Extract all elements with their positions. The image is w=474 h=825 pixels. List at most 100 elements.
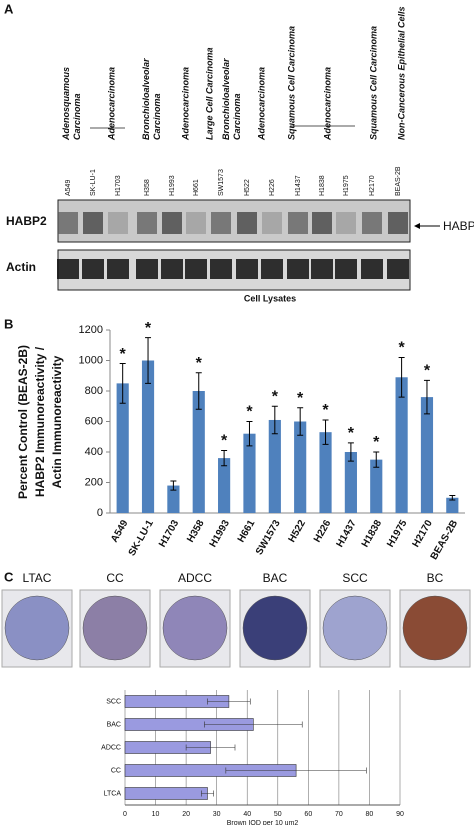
x-tick-label: H661 (236, 518, 258, 545)
x-tick-label: H1838 (360, 518, 384, 549)
blot-band (312, 212, 332, 234)
error-bar (246, 421, 253, 447)
blot-band (361, 259, 383, 279)
significance: * (297, 390, 304, 407)
tissue-core (4, 595, 70, 661)
x-tick-label: H2170 (411, 518, 435, 549)
x-tick-label: H522 (287, 518, 309, 545)
y-tick-label: 200 (85, 476, 103, 488)
bar (446, 497, 459, 513)
bar (370, 459, 383, 513)
bar (319, 432, 332, 513)
lane-label: H1838 (319, 175, 326, 196)
tissue-core (322, 595, 388, 661)
y-tick-label: LTCA (104, 790, 122, 797)
x-tick-label: 0 (123, 811, 127, 818)
blot-label: Actin (6, 260, 36, 274)
x-tick-label: 10 (152, 811, 160, 818)
bar (294, 421, 307, 513)
bar (344, 452, 357, 513)
blot-band (288, 212, 308, 234)
lane-label: H2170 (369, 175, 376, 196)
significance: * (221, 433, 228, 450)
error-bar (201, 790, 214, 797)
error-bar (145, 337, 152, 384)
histology-label: Carcinoma (152, 93, 162, 140)
bar (395, 377, 408, 513)
x-tick-label: SK-LU-1 (127, 518, 156, 558)
blot-band (57, 259, 79, 279)
blot-band (82, 259, 104, 279)
histology-label: Large Cell Carcinoma (204, 47, 214, 140)
tissue-core (162, 595, 228, 661)
significance: * (348, 425, 355, 442)
lane-label: H358 (144, 179, 151, 196)
error-bar (119, 363, 126, 404)
blot-band (83, 212, 103, 234)
tissue-core (402, 595, 468, 661)
significance: * (424, 363, 431, 380)
blot-band (387, 259, 409, 279)
x-tick-label: H1703 (157, 518, 181, 549)
error-bar (423, 379, 430, 415)
x-tick-label: 60 (304, 811, 312, 818)
blot-band (236, 259, 258, 279)
tissue-core (242, 595, 308, 661)
y-tick-label: ADCC (101, 744, 121, 751)
significance: * (246, 404, 253, 421)
significance: * (322, 402, 329, 419)
tissue-core (82, 595, 148, 661)
x-label: Cell Lysates (244, 293, 296, 303)
blot-band (58, 212, 78, 234)
histology-label: Carcinoma (72, 93, 82, 140)
y-tick-label: SCC (106, 698, 121, 705)
significance: * (196, 355, 203, 372)
bar (141, 360, 155, 513)
lane-label: H522 (244, 179, 251, 196)
error-bar (207, 698, 251, 705)
lane-label: H1975 (343, 175, 350, 196)
error-bar (398, 356, 405, 398)
tissue-images (1, 589, 471, 668)
bar (124, 787, 208, 800)
x-tick-label: 80 (366, 811, 374, 818)
blot-band (335, 259, 357, 279)
y-axis-label: Percent Control (BEAS-2B) (16, 345, 30, 499)
blot-band (262, 212, 282, 234)
blot-band (161, 259, 183, 279)
blot-band (108, 212, 128, 234)
y-tick-label: BAC (107, 721, 121, 728)
blot-band (137, 212, 157, 234)
histology-label: Bronchioloalveolar (141, 58, 151, 140)
blot-band (336, 212, 356, 234)
histology-label: Carcinoma (232, 93, 242, 140)
blot-band (261, 259, 283, 279)
lane-label: H1993 (169, 175, 176, 196)
histology-label: Bronchioloalveolar (221, 58, 231, 140)
error-bar (449, 494, 456, 501)
blot-band (136, 259, 158, 279)
error-bar (185, 744, 236, 751)
panel-label: C (4, 569, 14, 584)
blot-band (210, 259, 232, 279)
significance: * (398, 340, 405, 357)
tissue-label: CC (106, 571, 124, 585)
bar (116, 383, 129, 513)
tissue-label: ADCC (178, 571, 212, 585)
bar (268, 419, 281, 513)
x-tick-label: H1437 (335, 518, 359, 549)
x-axis-label: Brown IOD per 10 um2 (227, 820, 299, 825)
error-bar (170, 480, 177, 491)
blot-band (211, 212, 231, 234)
tissue-label: LTAC (23, 571, 52, 585)
y-tick-label: 1200 (79, 324, 103, 336)
x-tick-label: 20 (182, 811, 190, 818)
x-tick-label: H358 (185, 518, 207, 545)
histology-label: Adenocarcinoma (322, 67, 332, 141)
tissue-label: BC (427, 571, 444, 585)
tissue-label: SCC (342, 571, 368, 585)
x-tick-label: A549 (109, 518, 131, 545)
x-tick-label: 40 (243, 811, 251, 818)
lane-label: H1703 (115, 175, 122, 196)
blot-band (388, 212, 408, 234)
